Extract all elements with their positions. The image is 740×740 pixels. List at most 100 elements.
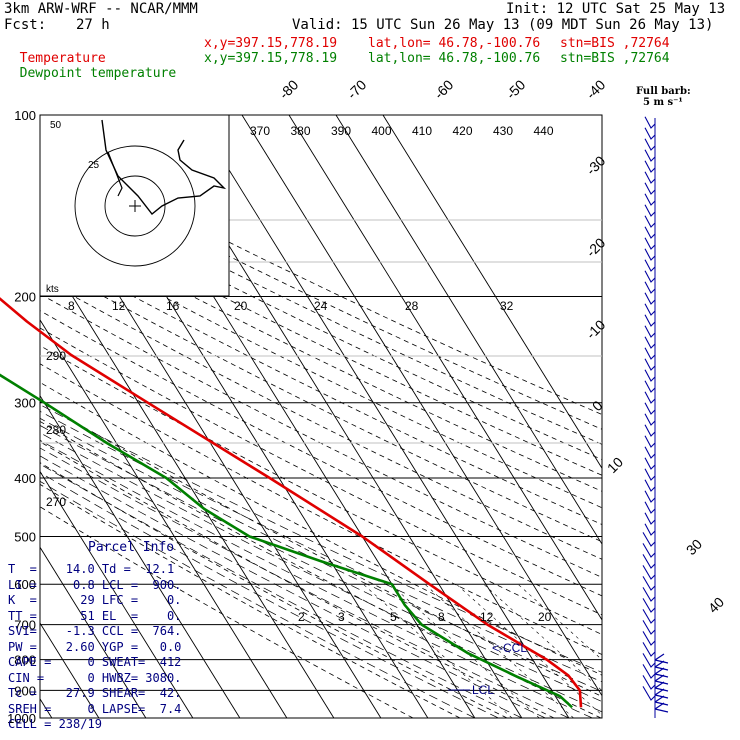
parcel-info-row: CIN = 0 HWBZ= 3080. [8,670,182,685]
theta-label: 440 [534,124,554,138]
parcel-info-row: T = 14.0 Td = 12.1 [8,562,175,576]
isotherm-label: -70 [344,76,370,102]
hodograph-label: 50 [50,120,62,131]
wind-barb [642,554,656,569]
isotherm-line [40,546,147,718]
pressure-tick-label: 100 [14,108,36,123]
wind-barb [642,587,656,602]
wind-barb-low [654,695,669,706]
dewpoint-label: Dewpoint temperature [19,66,177,81]
parcel-info-row: PW = 2.60 YGP = 0.0 [8,639,182,654]
parcel-annotation: <-CCL [492,641,527,655]
parcel-annotation: LCL [472,683,494,697]
wind-barb [644,446,656,459]
mixing-ratio-label: 24 [314,299,328,313]
mixing-ratio-line [483,584,602,692]
dry-adiabat [40,462,508,718]
wind-barb [644,402,656,415]
moist-adiabat [40,447,569,718]
profile-lines [0,297,583,709]
dry-adiabat-label: 280 [46,423,66,437]
isotherm-label: -30 [583,152,609,178]
mixing-ratio-label: 12 [112,299,126,313]
parcel-info-title: Parcel Info [88,540,175,555]
mixing-ratio-label: 32 [500,299,514,313]
dewpoint-profile [0,373,573,709]
wind-barb [644,424,656,437]
mixing-ratio-line [517,584,602,661]
moist-adiabat [40,455,546,718]
moist-adiabat [40,463,522,718]
temperature-legend: Temperature [4,36,106,66]
theta-label: 410 [412,124,432,138]
barb-key-title: Full barb: [636,86,691,97]
moist-adiabat [40,425,602,702]
parcel-info-row: CAPE = 0 SWEAT= 412 [8,655,182,669]
pressure-tick-label: 300 [14,396,36,411]
wind-barb [644,303,656,316]
wind-barb [644,215,656,228]
wind-barb [644,501,656,514]
wind-barb [642,609,656,624]
hodograph-ring [104,175,166,237]
pressure-tick-label: 200 [14,290,36,305]
wind-barb [642,565,656,580]
pressure-tick-label: 600 [14,577,36,592]
mixing-ratio-label: 2 [298,610,305,624]
parcel-info-row: LI = 0.8 LCL = 900. [8,577,182,592]
wind-barb [644,138,656,151]
wind-barb [644,325,656,338]
parcel-info-row: TT = 51 EL = 0. [8,608,182,623]
dry-adiabat [40,506,414,718]
theta-label: 390 [331,124,351,138]
barb-key-units: 5 m s⁻¹ [643,97,683,108]
wind-barb [642,631,656,646]
moist-adiabat [40,439,593,718]
mixing-ratio-label: 12 [480,610,494,624]
wind-barb [644,336,656,349]
init-time: Init: 12 UTC Sat 25 May 13 [506,1,726,17]
wind-barb-low [654,674,669,685]
hodograph-ring [74,145,196,267]
isotherm-line [241,115,602,697]
isotherm-line [288,115,602,621]
pressure-tick-label: 500 [14,529,36,544]
hodograph [39,114,230,297]
wind-barb [644,149,656,162]
wind-barb [644,523,656,536]
dry-adiabat [40,381,602,676]
wind-barb [644,391,656,404]
pressure-tick-label: 700 [14,618,36,633]
dry-adiabat [40,144,602,415]
mixing-ratio-label: 20 [234,299,248,313]
wind-barb [644,435,656,448]
mixing-ratio-label: 28 [405,299,419,313]
wind-barb [644,292,656,305]
hodograph-label: kts [46,284,59,295]
wind-barb-low [654,653,669,664]
wind-barb [644,193,656,206]
mixing-ratio-label: 8 [438,610,445,624]
mixing-ratio-label: 16 [166,299,180,313]
moist-adiabat [40,432,602,713]
isotherm-line [335,115,602,545]
isotherm-line [382,115,602,470]
wind-barb [644,259,656,272]
hodograph-storm-vector [107,151,123,197]
hodograph-label: 25 [88,160,100,171]
wind-barb [644,248,656,261]
moist-adiabat [40,472,499,718]
mixing-ratio-label: 20 [538,610,552,624]
parcel-info-row: K = 29 LFC = 0. [8,593,182,607]
wind-barb [642,576,656,591]
wind-barb [642,653,656,668]
wind-barb-low [654,681,669,692]
wind-barb [644,204,656,217]
temperature-label: Temperature [19,51,106,66]
isotherm-label: 0 [589,397,606,414]
wind-barb-low [654,667,669,678]
wind-barb [644,380,656,393]
wind-barb [642,642,656,657]
wind-barb-low [654,702,669,713]
